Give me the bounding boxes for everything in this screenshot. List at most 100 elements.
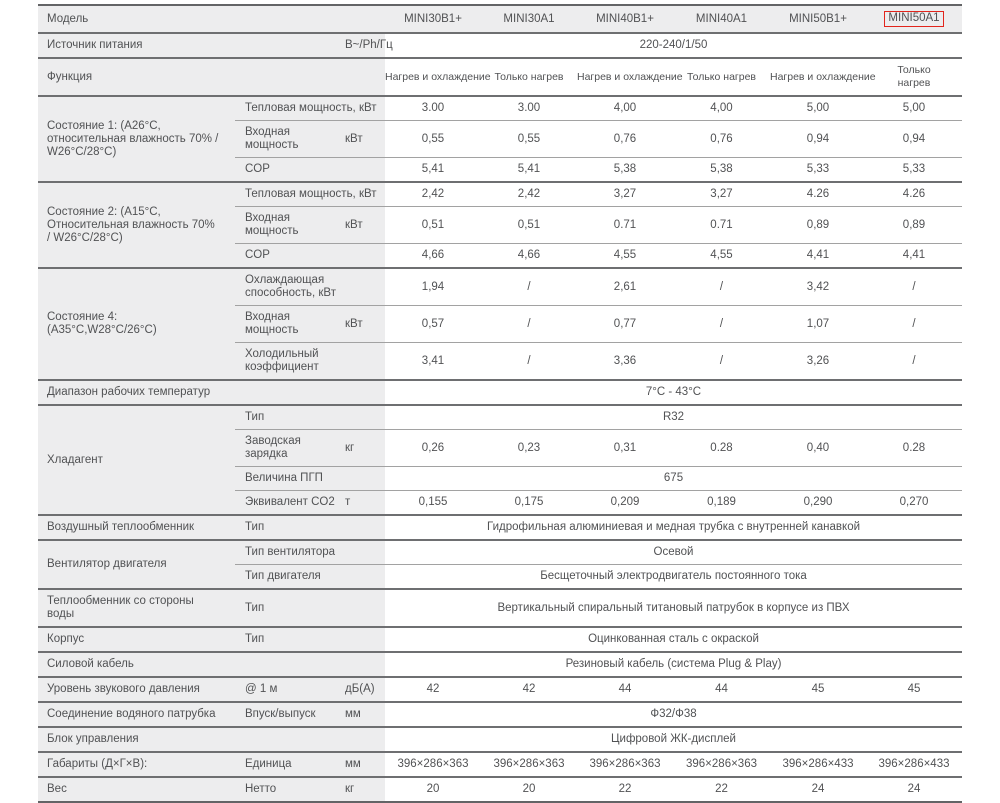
cell-value-text: Только нагрев — [897, 64, 931, 89]
cell-value: 20 — [481, 776, 577, 802]
row-category: Корпус — [38, 626, 235, 652]
cell-value: 0.71 — [577, 206, 673, 244]
cell-value: / — [866, 305, 962, 343]
row-category: Воздушный теплообменник — [38, 514, 235, 540]
cell-value: 396×286×433 — [770, 751, 866, 777]
cell-value: 0,57 — [385, 305, 481, 343]
row-parameter — [235, 651, 385, 677]
cell-value: 0,94 — [866, 120, 962, 158]
cell-value: / — [673, 305, 770, 343]
row-unit: кг — [341, 776, 385, 802]
table-row: Хладагент Тип R32 — [38, 404, 962, 515]
cell-value: 2,42 — [385, 181, 481, 207]
row-category: Состояние 1: (A26°C, относительная влажн… — [38, 95, 235, 182]
table-row: Габариты (Д×Г×В): Единица мм 396×286×363 396… — [38, 751, 962, 777]
table-row: Состояние 1: (A26°C, относительная влажн… — [38, 95, 962, 182]
cell-value: 0,40 — [770, 429, 866, 467]
cell-value: 3,36 — [577, 342, 673, 380]
table-row: Блок управления Цифровой ЖК-дисплей — [38, 726, 962, 752]
cell-value: 4.26 — [770, 181, 866, 207]
row-category: Состояние 4: (A35°C,W28°C/26°C) — [38, 267, 235, 380]
table-row: Теплообменник со стороны воды Тип Вертикал… — [38, 588, 962, 627]
cell-value: 0,51 — [481, 206, 577, 244]
cell-value: 0,23 — [481, 429, 577, 467]
table-row: Функция Нагрев и охлаждение Только нагрев Н… — [38, 57, 962, 96]
cell-value: / — [481, 305, 577, 343]
model-header-spacer — [235, 5, 385, 33]
cell-value: 5,41 — [481, 157, 577, 182]
cell-value: 4,66 — [481, 243, 577, 268]
cell-value: / — [481, 267, 577, 306]
table-row: Уровень звукового давления @ 1 м дБ(А) 42 42… — [38, 676, 962, 702]
cell-value: 0,26 — [385, 429, 481, 467]
cell-value: 0,209 — [577, 490, 673, 515]
cell-value: 4,00 — [577, 95, 673, 121]
cell-value: Нагрев и охлаждение — [770, 57, 876, 96]
cell-value: 0,89 — [770, 206, 866, 244]
cell-value: Только нагрев — [673, 57, 770, 96]
table-row: Холодильный коэффициент 3,41/3,36/3,26/ — [38, 342, 962, 380]
cell-value: 0,89 — [866, 206, 962, 244]
row-unit: мм — [341, 701, 385, 727]
cell-value: 22 — [673, 776, 770, 802]
cell-value: 4.26 — [866, 181, 962, 207]
cell-value: 0,76 — [577, 120, 673, 158]
row-value-span: 220-240/1/50 — [385, 32, 962, 58]
cell-value: / — [481, 342, 577, 380]
cell-value: 0,77 — [577, 305, 673, 343]
cell-value: 0,51 — [385, 206, 481, 244]
row-parameter: COP — [235, 243, 385, 268]
table-row: Входная мощность кВт 0,55 0,55 0,76 0,76 0,94 0… — [38, 120, 962, 158]
cell-value: / — [673, 267, 770, 306]
cell-value: 396×286×433 — [866, 751, 962, 777]
table-row: COP 5,41 5,41 5,38 5,38 5,33 5,33 — [38, 157, 962, 182]
table-row: Соединение водяного патрубка Впуск/выпуск… — [38, 701, 962, 727]
table-row: Вес Нетто кг 20 20 22 22 24 24 — [38, 776, 962, 802]
table-row: Корпус Тип Оцинкованная сталь с окраской — [38, 626, 962, 652]
row-parameter: Тип — [235, 514, 385, 540]
model-header-label: Модель — [38, 5, 235, 33]
row-parameter: Тип — [235, 404, 385, 430]
row-value-span: Цифровой ЖК-дисплей — [385, 726, 962, 752]
cell-value: 3,27 — [577, 181, 673, 207]
cell-value: 24 — [866, 776, 962, 802]
row-parameter: Охлаждающая способность, кВт — [235, 267, 385, 306]
row-unit: кВт — [341, 206, 385, 244]
cell-value: Только нагрев — [481, 57, 577, 96]
cell-value: 5,00 — [770, 95, 866, 121]
cell-value: 42 — [481, 676, 577, 702]
cell-value: 4,41 — [866, 243, 962, 268]
cell-value: 0,55 — [481, 120, 577, 158]
cell-value: 396×286×363 — [673, 751, 770, 777]
model-cell: MINI40B1+ — [577, 5, 673, 33]
cell-value: Нагрев и охлаждение — [577, 57, 683, 96]
cell-value: 4,41 — [770, 243, 866, 268]
model-cell: MINI40A1 — [673, 5, 770, 33]
cell-value: 44 — [673, 676, 770, 702]
cell-value: 0,175 — [481, 490, 577, 515]
row-parameter: Тип вентилятора — [235, 539, 385, 565]
cell-value: 5,33 — [866, 157, 962, 182]
row-value-span: 675 — [385, 466, 962, 491]
table-row: Заводская зарядка кг 0,26 0,23 0,31 0.28 0,40 0… — [38, 429, 962, 467]
row-parameter: Тип — [235, 626, 385, 652]
row-unit: кВт — [341, 120, 385, 158]
cell-value: / — [866, 342, 962, 380]
row-value-span: Гидрофильная алюминиевая и медная трубка… — [385, 514, 962, 540]
row-value-span: Оцинкованная сталь с окраской — [385, 626, 962, 652]
row-parameter: Тип двигателя — [235, 564, 385, 589]
row-category: Теплообменник со стороны воды — [38, 588, 235, 627]
table-row: Силовой кабель Резиновый кабель (система … — [38, 651, 962, 677]
table-row: Тип двигателя Бесщеточный электродвигател… — [38, 564, 962, 589]
table-row: Эквивалент CO2 т 0,155 0,175 0,209 0,189 0,290… — [38, 490, 962, 515]
row-parameter: Величина ПГП — [235, 466, 385, 491]
row-parameter: Тип — [235, 588, 385, 627]
cell-value: 0.28 — [673, 429, 770, 467]
cell-value: 3,27 — [673, 181, 770, 207]
cell-value: 3.00 — [385, 95, 481, 121]
row-parameter — [235, 379, 385, 405]
cell-value: 4,66 — [385, 243, 481, 268]
row-category: Источник питания — [38, 32, 235, 58]
cell-value: 4,00 — [673, 95, 770, 121]
row-unit: т — [341, 490, 385, 515]
